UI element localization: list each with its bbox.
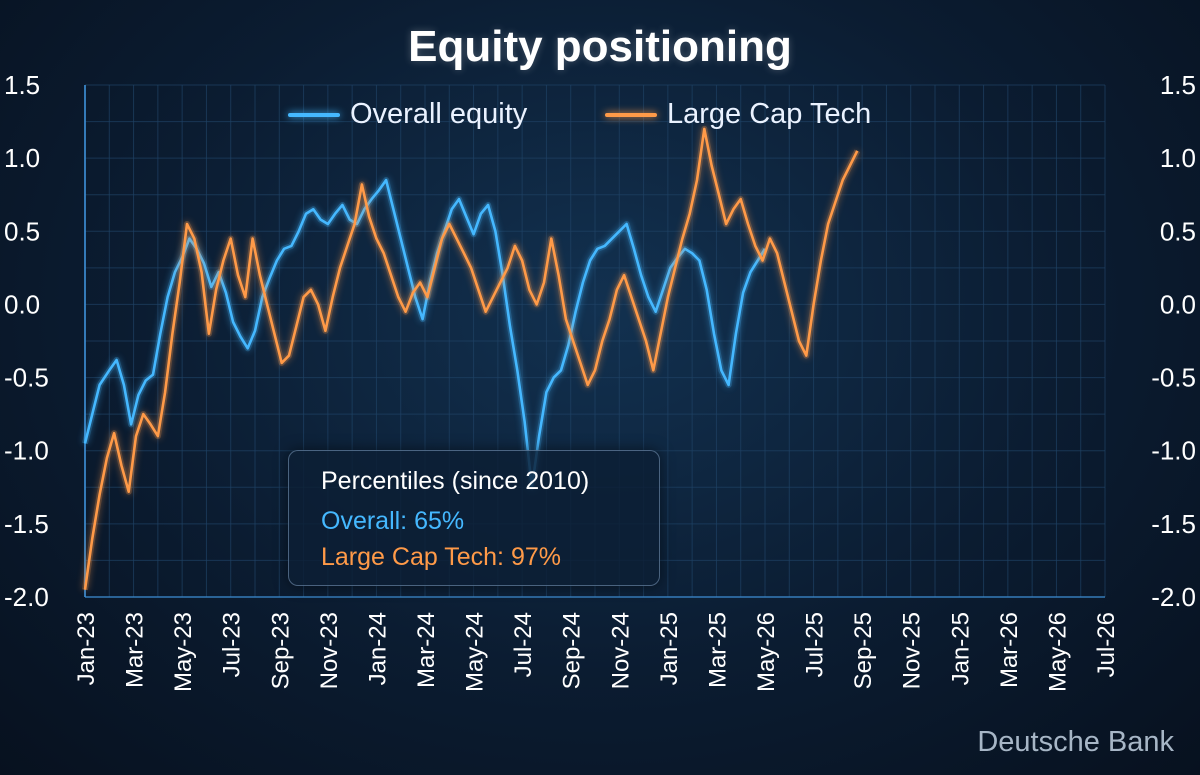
x-tick-label: Jul-25 xyxy=(802,612,829,677)
legend-item-tech: Large Cap Tech xyxy=(605,98,871,131)
x-tick-label: Jan-23 xyxy=(73,612,100,685)
y-tick-label-right: 0.5 xyxy=(1160,216,1196,246)
x-tick-label: Mar-26 xyxy=(996,612,1023,688)
y-tick-label-left: 0.0 xyxy=(4,289,40,319)
x-tick-label: Jul-24 xyxy=(510,612,537,677)
y-tick-label-left: 1.5 xyxy=(4,70,40,100)
x-tick-label: Nov-23 xyxy=(316,612,343,689)
y-tick-label-left: -1.0 xyxy=(4,436,49,466)
infobox-heading: Percentiles (since 2010) xyxy=(321,467,590,495)
x-tick-label: May-26 xyxy=(1044,612,1071,692)
x-tick-label: May-24 xyxy=(462,612,489,692)
infobox-tech: Large Cap Tech: 97% xyxy=(321,543,561,571)
x-tick-label: Nov-24 xyxy=(607,612,634,689)
percentiles-infobox: Percentiles (since 2010) Overall: 65% La… xyxy=(288,450,660,586)
x-tick-label: Jul-23 xyxy=(219,612,246,677)
legend-swatch-overall xyxy=(288,112,340,117)
y-tick-label-right: 1.5 xyxy=(1160,70,1196,100)
x-tick-label: Mar-24 xyxy=(413,612,440,688)
x-tick-label: Sep-24 xyxy=(559,612,586,689)
x-tick-label: Sep-25 xyxy=(850,612,877,689)
y-tick-label-left: 1.0 xyxy=(4,143,40,173)
series-lines xyxy=(82,125,860,591)
y-tick-label-left: -0.5 xyxy=(4,363,49,393)
y-tick-label-right: 0.0 xyxy=(1160,289,1196,319)
y-tick-label-right: -0.5 xyxy=(1151,363,1196,393)
source-label: Deutsche Bank xyxy=(977,726,1174,758)
y-tick-label-right: -2.0 xyxy=(1151,582,1196,612)
y-tick-label-right: -1.5 xyxy=(1151,509,1196,539)
x-tick-label: May-26 xyxy=(753,612,780,692)
x-tick-label: Nov-25 xyxy=(899,612,926,689)
axes: 1.5 1.0 0.5 0.0 -0.5 -1.0 -1.5 -2.0 1.5 1.0 0.5 0.0… xyxy=(4,70,1196,692)
legend-label-tech: Large Cap Tech xyxy=(667,98,872,130)
x-tick-label: Jan-25 xyxy=(947,612,974,685)
y-tick-label-left: 0.5 xyxy=(4,216,40,246)
y-tick-label-left: -1.5 xyxy=(4,509,49,539)
x-tick-label: May-23 xyxy=(170,612,197,692)
series-line-1 xyxy=(83,127,859,590)
x-tick-label: Mar-23 xyxy=(122,612,149,688)
y-tick-label-right: 1.0 xyxy=(1160,143,1196,173)
x-tick-label: Jan-25 xyxy=(656,612,683,685)
legend-item-overall: Overall equity xyxy=(288,98,527,131)
x-tick-label: Jan-24 xyxy=(364,612,391,685)
y-tick-label-left: -2.0 xyxy=(4,582,49,612)
legend: Overall equity Large Cap Tech xyxy=(0,98,1200,134)
chart-title: Equity positioning xyxy=(408,22,792,71)
legend-label-overall: Overall equity xyxy=(350,98,528,130)
legend-swatch-tech xyxy=(605,112,657,117)
x-tick-label: Sep-23 xyxy=(267,612,294,689)
x-tick-label: Jul-26 xyxy=(1093,612,1120,677)
x-tick-label: Mar-25 xyxy=(704,612,731,688)
y-tick-label-right: -1.0 xyxy=(1151,436,1196,466)
infobox-overall: Overall: 65% xyxy=(321,507,465,535)
